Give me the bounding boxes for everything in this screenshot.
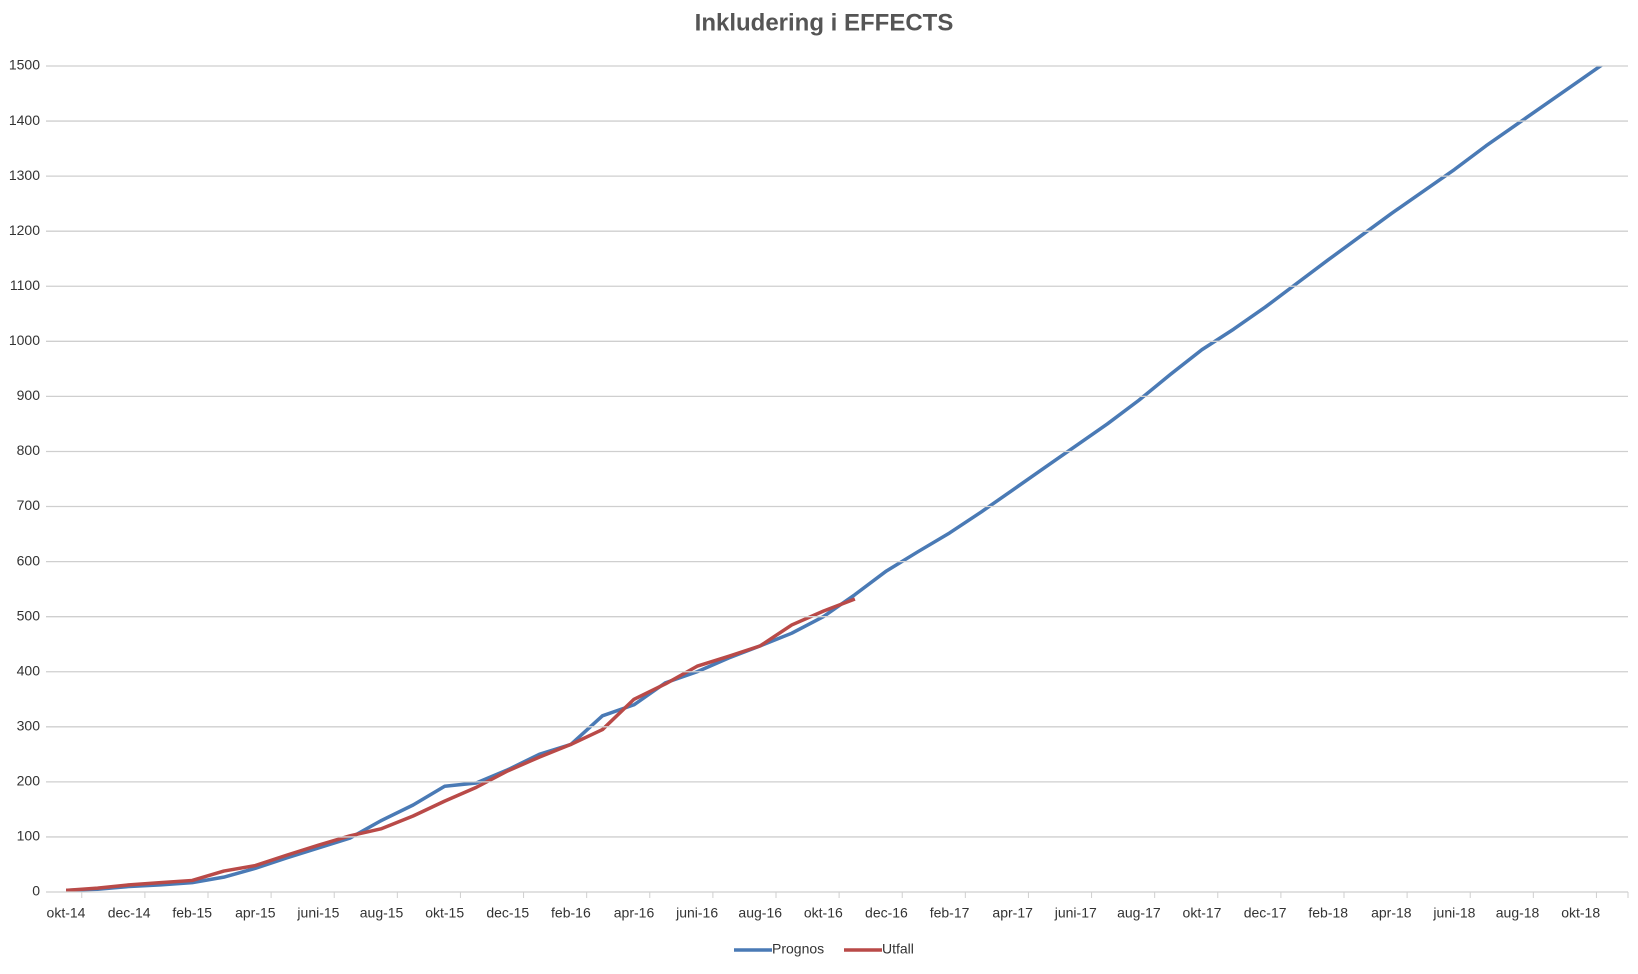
x-tick-label: okt-15 [425,905,464,921]
x-tick-label: juni-15 [296,905,339,921]
x-tick-label: dec-17 [1244,905,1287,921]
x-tick-label: juni-18 [1432,905,1475,921]
y-tick-label: 1200 [9,222,40,238]
y-tick-label: 200 [17,773,41,789]
y-tick-label: 300 [17,718,41,734]
x-tick-label: feb-15 [172,905,212,921]
y-tick-label: 1300 [9,167,40,183]
x-tick-label: apr-15 [235,905,276,921]
y-tick-label: 600 [17,552,41,568]
x-tick-label: aug-15 [360,905,404,921]
x-tick-label: aug-17 [1117,905,1161,921]
x-tick-label: apr-16 [614,905,655,921]
y-tick-label: 1500 [9,57,40,73]
x-tick-label: okt-18 [1561,905,1600,921]
plot-area [66,66,1604,893]
x-tick-label: dec-15 [486,905,529,921]
x-tick-label: juni-16 [675,905,718,921]
x-tick-label: apr-18 [1371,905,1412,921]
x-tick-label: aug-18 [1496,905,1540,921]
x-tick-label: okt-14 [47,905,86,921]
y-tick-label: 100 [17,828,41,844]
x-tick-label: aug-16 [738,905,782,921]
y-tick-label: 1000 [9,332,40,348]
series-line [66,597,856,893]
x-tick-label: juni-17 [1054,905,1097,921]
x-tick-label: feb-17 [930,905,970,921]
x-tick-label: apr-17 [992,905,1033,921]
series-line [66,66,1604,893]
y-tick-label: 0 [32,883,40,899]
x-tick-label: feb-16 [551,905,591,921]
y-tick-label: 1100 [10,277,40,293]
x-tick-label: feb-18 [1308,905,1348,921]
y-tick-label: 400 [17,662,41,678]
y-tick-label: 700 [17,497,41,513]
y-tick-label: 1400 [9,112,40,128]
y-tick-label: 500 [17,607,41,623]
y-tick-label: 900 [17,387,41,403]
legend-label: Utfall [882,941,914,957]
y-tick-label: 800 [17,442,41,458]
chart-title: Inkludering i EFFECTS [695,9,954,36]
x-tick-label: okt-16 [804,905,843,921]
x-tick-label: dec-14 [108,905,151,921]
x-tick-label: okt-17 [1183,905,1222,921]
legend-label: Prognos [772,941,824,957]
x-tick-label: dec-16 [865,905,908,921]
